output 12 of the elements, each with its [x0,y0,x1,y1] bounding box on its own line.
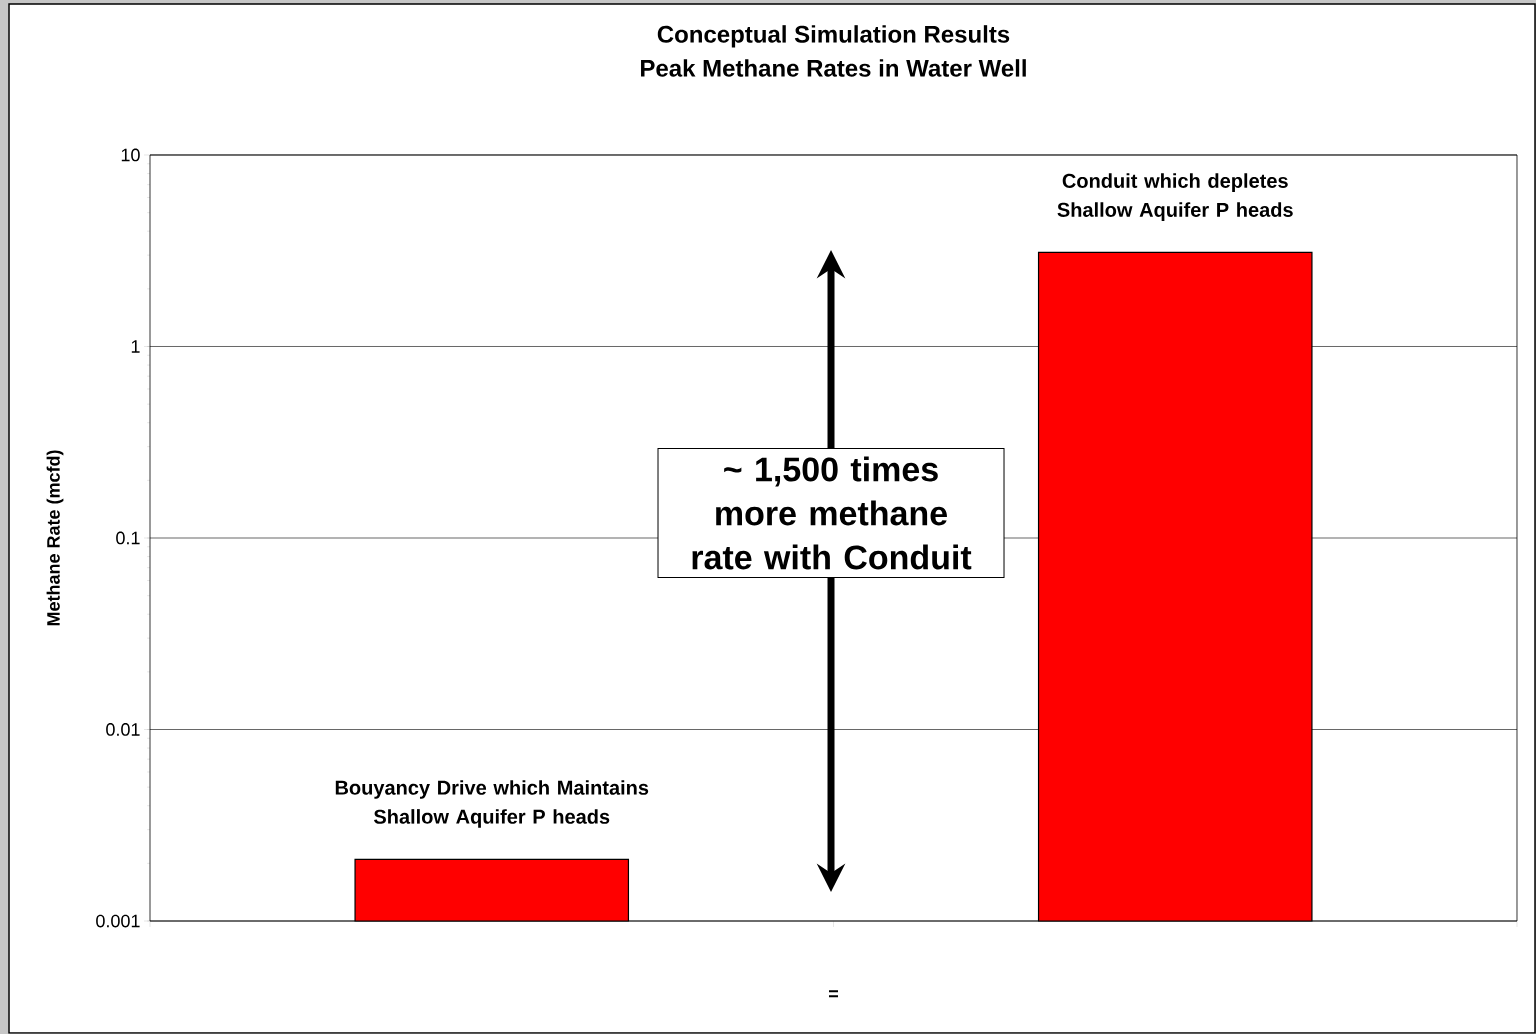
x-axis-title: = [828,990,839,998]
x-tick-label: Bouyancy Drive which Maintains Shallow Aquifer P heads [335,780,649,828]
y-axis-title: Methane Rate (mcfd) [46,450,64,626]
annotation: ~ 1,500 times more methane rate with Conduit [692,456,972,570]
y-tick-label: 0.01 [106,723,140,736]
y-tick-label: 1 [131,340,140,353]
chart-title: Conceptual Simulation Results [657,25,1010,48]
y-tick-label: 0.1 [116,531,140,545]
x-tick-label: Conduit which depletes Shallow Aquifer P heads [1057,173,1293,221]
y-tick-label: 10 [121,148,140,162]
chart-subtitle: Peak Methane Rates in Water Well [641,59,1026,77]
y-tick-label: 0.001 [96,914,140,928]
